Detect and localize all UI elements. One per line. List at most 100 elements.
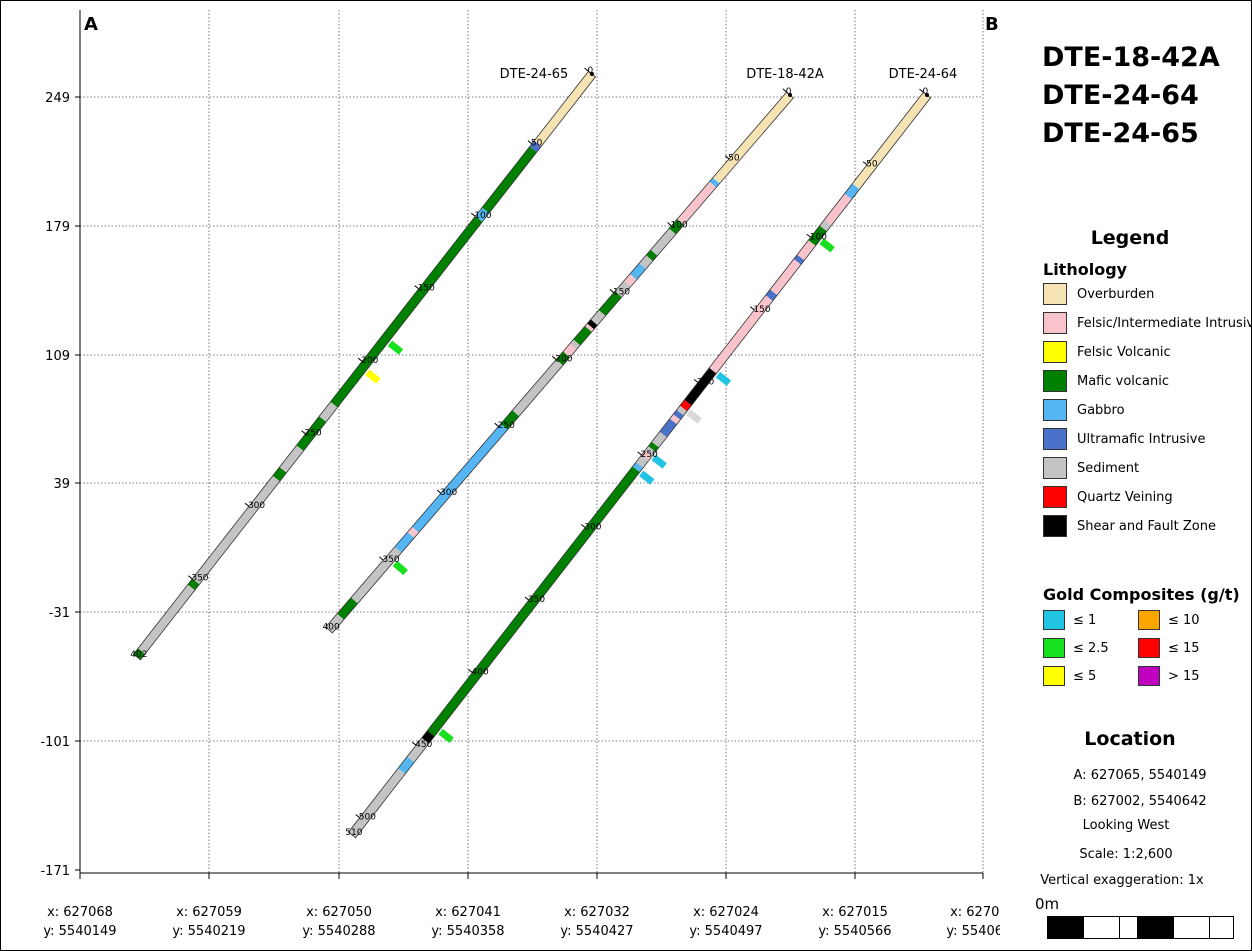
gold-swatch	[1043, 638, 1065, 658]
x-tick-label-northing: y: 5540427	[560, 924, 633, 939]
interval-mafic	[556, 351, 570, 366]
scale-bar-segment	[1173, 916, 1210, 939]
depth-tick	[188, 575, 193, 580]
y-tick-label: -171	[40, 864, 70, 879]
x-tick-label-easting: x: 627015	[822, 905, 888, 920]
interval-felsic_int	[641, 450, 653, 461]
interval-mafic	[330, 216, 483, 408]
gold-composite-le1	[715, 371, 732, 387]
gold-item-gt15: > 15	[1138, 665, 1200, 687]
gold-swatch	[1138, 638, 1160, 658]
lithology-swatch	[1043, 283, 1067, 305]
drill-hole-dte-18-42a: 0 50 100 150 200 250 300 350 400 DTE-18-42A	[323, 67, 824, 634]
interval-ultramafic	[529, 140, 542, 153]
interval-felsic_int	[709, 295, 773, 374]
interval-sediment	[676, 405, 687, 416]
view-direction: Looking West	[1082, 818, 1170, 833]
interval-gabbro	[475, 207, 490, 222]
depth-tick	[355, 814, 361, 819]
gold-item-le2_5: ≤ 2.5	[1043, 637, 1109, 659]
gold-swatch	[1138, 610, 1160, 630]
depth-label: 300	[248, 501, 265, 511]
x-tick-label-northing: y: 5540497	[689, 924, 762, 939]
interval-sediment	[650, 228, 676, 256]
lithology-swatch	[1043, 370, 1067, 392]
gold-label: > 15	[1168, 668, 1200, 684]
grid-lines	[80, 10, 984, 873]
interval-ultramafic	[793, 254, 805, 265]
end-depth-label: 402	[130, 650, 147, 660]
depth-label: 250	[641, 450, 658, 460]
x-tick-label-easting: x: 627006	[950, 905, 1000, 920]
interval-sediment	[569, 339, 581, 350]
scale-bar-zero-label: 0m	[1035, 895, 1060, 913]
cross-section-plot: 249 179 109 39 -31 -101 -171 x: 627068 y: 554014…	[40, 10, 1000, 939]
lithology-item-ultramafic: Ultramafic Intrusive	[1043, 427, 1205, 451]
interval-shear	[684, 367, 717, 406]
depth-label: 150	[418, 284, 435, 294]
x-tick-label-easting: x: 627059	[176, 905, 242, 920]
gold-composite-le1	[639, 470, 655, 485]
interval-felsic_int	[677, 181, 717, 225]
interval-ultramafic	[765, 289, 778, 301]
hole-name-label: DTE-24-65	[500, 67, 569, 82]
lithology-label: Overburden	[1077, 286, 1155, 302]
depth-label: 150	[613, 287, 630, 297]
depth-label: 350	[191, 574, 208, 584]
x-tick-label-northing: y: 5540219	[172, 924, 245, 939]
scale-bar-segment	[1137, 916, 1174, 939]
depth-label: 0	[588, 66, 594, 76]
gold-swatch	[1043, 666, 1065, 686]
lithology-swatch	[1043, 399, 1067, 421]
interval-gabbro	[398, 756, 415, 774]
interval-gabbro	[844, 183, 860, 200]
interval-mafic	[500, 410, 520, 430]
interval-quartz	[679, 399, 692, 412]
depth-label: 50	[866, 160, 878, 170]
depth-tick	[414, 285, 419, 290]
y-tick-label: 249	[45, 91, 70, 106]
depth-tick	[862, 161, 868, 166]
x-tick-label-northing: y: 5540149	[43, 924, 116, 939]
interval-gabbro	[412, 423, 508, 533]
interval-felsic_int	[770, 259, 801, 296]
depth-label: 250	[305, 429, 322, 439]
lithology-swatch	[1043, 486, 1067, 508]
gold-swatch	[1138, 666, 1160, 686]
y-tick-label: -101	[40, 735, 70, 750]
lithology-item-mafic: Mafic volcanic	[1043, 369, 1169, 393]
interval-mafic	[187, 578, 200, 591]
x-tick-label-easting: x: 627032	[564, 905, 630, 920]
depth-tick	[724, 155, 730, 160]
gold-swatch	[1043, 610, 1065, 630]
interval-gabbro	[709, 177, 720, 188]
depth-tick	[436, 489, 442, 494]
depth-tick	[551, 355, 557, 360]
depth-label: 350	[528, 595, 545, 605]
interval-felsic_int	[407, 526, 419, 538]
title-hole-2: DTE-24-64	[1042, 80, 1199, 111]
collar-dot	[925, 93, 929, 97]
title-hole-1: DTE-18-42A	[1042, 42, 1220, 73]
interval-sediment	[590, 310, 606, 326]
interval-sediment	[819, 219, 832, 232]
lithology-item-overburden: Overburden	[1043, 282, 1154, 306]
x-tick-label-northing: y: 5540566	[818, 924, 891, 939]
depth-label: 0	[786, 87, 792, 97]
lithology-label: Felsic Volcanic	[1077, 344, 1171, 360]
gold-item-le15: ≤ 15	[1138, 637, 1200, 659]
depth-tick	[527, 140, 533, 145]
interval-felsic_int	[563, 343, 577, 358]
location-a: A: 627065, 5540149	[1073, 768, 1207, 783]
depth-label: 500	[359, 813, 376, 823]
gold-composite-le5	[365, 369, 381, 384]
depth-label: 350	[382, 555, 399, 565]
drill-holes: 0 50 100 150 200 250 300 350 402 DTE-24-65 0 50 100 1…	[130, 66, 957, 839]
depth-tick	[494, 422, 499, 427]
depth-tick	[609, 289, 615, 294]
depth-label: 100	[810, 232, 827, 242]
gold-composite-le2_5	[392, 560, 408, 576]
interval-sediment	[192, 475, 280, 585]
lithology-swatch	[1043, 515, 1067, 537]
depth-tick	[750, 306, 755, 311]
